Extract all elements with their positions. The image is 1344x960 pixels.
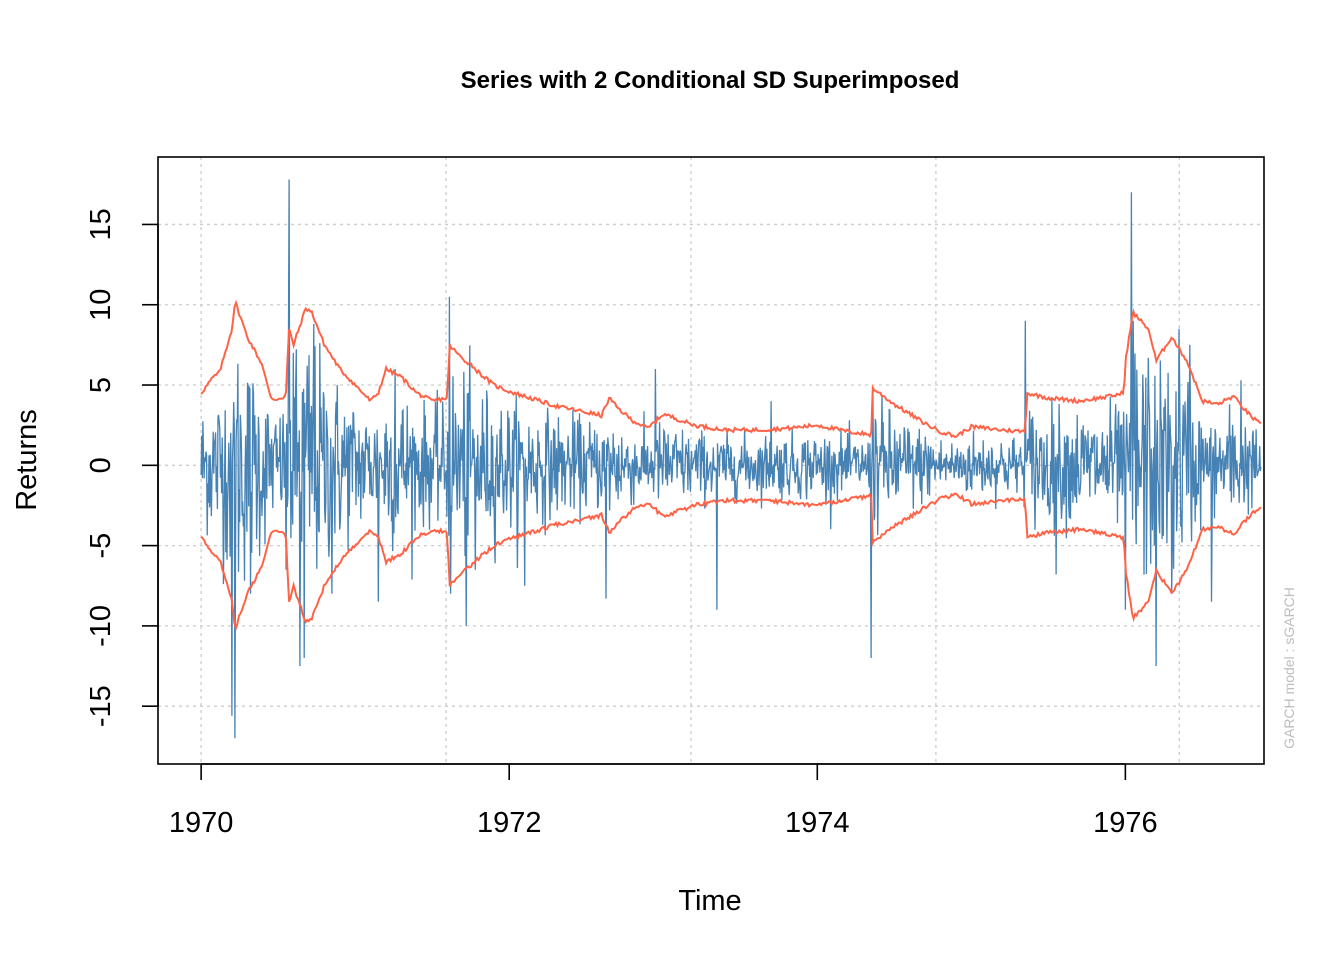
model-watermark: GARCH model : sGARCH bbox=[1281, 587, 1297, 749]
x-tick-label: 1976 bbox=[1093, 807, 1158, 839]
x-axis: 1970 1972 1974 1976 bbox=[169, 763, 1158, 839]
x-axis-label: Time bbox=[678, 885, 741, 917]
y-tick-label: -15 bbox=[85, 685, 117, 727]
x-tick-label: 1974 bbox=[785, 807, 850, 839]
lower-sd-band bbox=[200, 492, 1262, 631]
plot-area bbox=[200, 179, 1262, 739]
upper-sd-band bbox=[200, 299, 1262, 439]
y-tick-label: 0 bbox=[85, 457, 117, 473]
returns-series bbox=[200, 179, 1262, 739]
y-tick-label: -10 bbox=[85, 605, 117, 647]
y-axis-label: Returns bbox=[11, 409, 43, 511]
y-tick-label: 5 bbox=[85, 377, 117, 393]
y-tick-label: -5 bbox=[85, 533, 117, 559]
y-tick-label: 10 bbox=[85, 289, 117, 321]
x-tick-label: 1972 bbox=[477, 807, 542, 839]
y-tick-label: 15 bbox=[85, 208, 117, 240]
x-tick-label: 1970 bbox=[169, 807, 234, 839]
chart-title: Series with 2 Conditional SD Superimpose… bbox=[461, 67, 960, 94]
y-axis: -15 -10 -5 0 5 10 15 bbox=[85, 208, 159, 727]
